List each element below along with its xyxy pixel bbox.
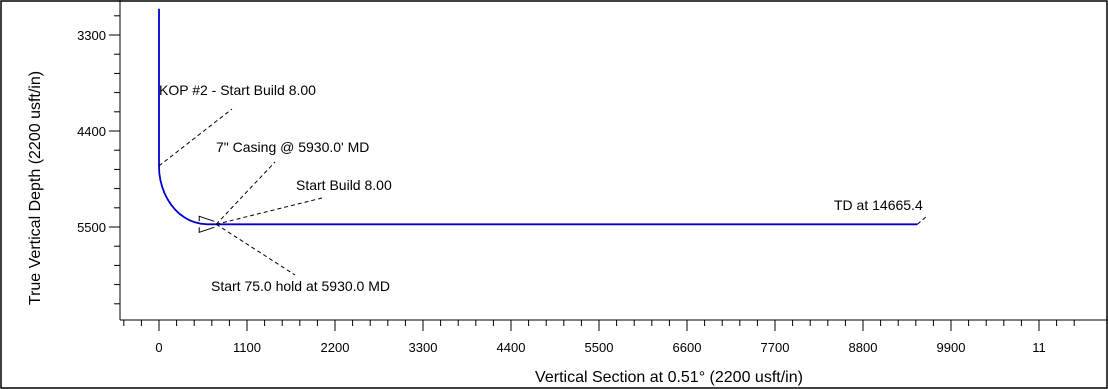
- x-axis-title: Vertical Section at 0.51° (2200 usft/in): [535, 369, 803, 386]
- annotation-label: 7" Casing @ 5930.0' MD: [216, 139, 369, 155]
- annotation-leader: [215, 161, 276, 225]
- casing-marker-lower: [198, 226, 215, 233]
- x-tick-label: 11: [1032, 340, 1046, 355]
- x-tick-label: 5500: [585, 340, 614, 355]
- x-tick-label: 2200: [321, 340, 350, 355]
- annotation-label: KOP #2 - Start Build 8.00: [159, 82, 316, 98]
- x-tick-label: 8800: [849, 340, 878, 355]
- annotation-leader: [215, 223, 296, 276]
- annotation-leader: [158, 108, 233, 167]
- annotation-label: TD at 14665.4: [834, 197, 923, 213]
- y-tick-label: 3300: [77, 28, 106, 43]
- annotation-leader: [917, 215, 928, 225]
- annotation-leader: [216, 197, 323, 225]
- y-axis-title: True Vertical Depth (2200 usft/in): [27, 71, 44, 305]
- well-path-line: [158, 8, 918, 226]
- y-tick-label: 5500: [77, 220, 106, 235]
- x-tick-label: 9900: [937, 340, 966, 355]
- x-tick-label: 1100: [233, 340, 261, 355]
- annotations: KOP #2 - Start Build 8.00 7" Casing @ 593…: [158, 82, 928, 294]
- series-layer: [158, 8, 918, 233]
- axes: 0 1100 2200 3300 4400 5500 6600 7700 8800 9900 11 3…: [77, 0, 1108, 355]
- annotation-label: Start 75.0 hold at 5930.0 MD: [211, 278, 390, 294]
- x-tick-label: 6600: [673, 340, 702, 355]
- x-tick-label: 7700: [761, 340, 790, 355]
- x-tick-label: 4400: [497, 340, 526, 355]
- x-tick-label: 0: [155, 340, 162, 355]
- x-tick-label: 3300: [409, 340, 438, 355]
- casing-marker-upper: [198, 215, 215, 222]
- y-tick-label: 4400: [77, 124, 106, 139]
- annotation-label: Start Build 8.00: [296, 177, 392, 193]
